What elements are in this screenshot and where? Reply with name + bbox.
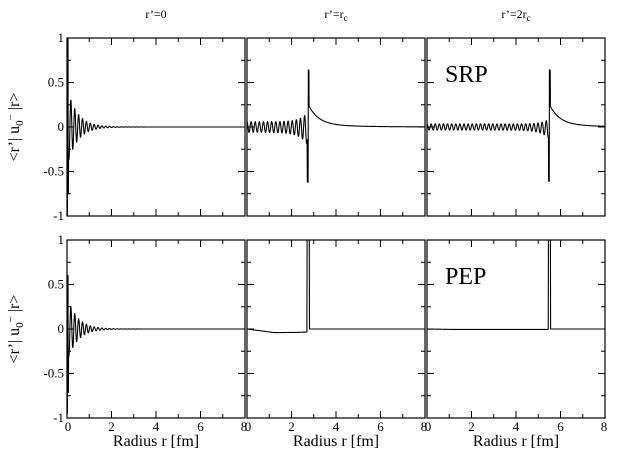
series-line bbox=[67, 38, 245, 216]
y-tick-label: 0.5 bbox=[48, 75, 64, 90]
column-title: r’=0 bbox=[145, 7, 166, 21]
y-tick-label: 0.5 bbox=[48, 277, 64, 292]
x-tick-label: 4 bbox=[153, 419, 160, 434]
y-axis-label: <r’| u0− |r> bbox=[5, 93, 26, 162]
x-tick-label: 6 bbox=[377, 419, 384, 434]
y-axis-label: <r’| u0− |r> bbox=[5, 295, 26, 364]
series-line bbox=[67, 275, 245, 415]
series-line bbox=[247, 69, 425, 183]
series-line bbox=[427, 69, 605, 182]
x-axis-label: Radius r [fm] bbox=[113, 433, 199, 450]
x-axis-label: Radius r [fm] bbox=[473, 433, 559, 450]
panel-r1-c2: 0 2 4 6 8 Radius r [fm] PEP bbox=[425, 239, 608, 450]
column-title: r’=2rc bbox=[501, 7, 530, 23]
x-tick-label: 6 bbox=[197, 419, 204, 434]
x-tick-label: 0 bbox=[425, 419, 432, 434]
y-tick-label: -0.5 bbox=[43, 164, 64, 179]
x-tick-label: 2 bbox=[468, 419, 475, 434]
panel-r0-c2: SRP bbox=[426, 37, 606, 217]
x-tick-label: 8 bbox=[241, 419, 248, 434]
panel-r0-c0: -1 -0.5 0 0.5 1 bbox=[43, 30, 246, 223]
x-tick-label: 6 bbox=[557, 419, 564, 434]
y-tick-label: -0.5 bbox=[43, 366, 64, 381]
x-tick-label: 4 bbox=[513, 419, 520, 434]
y-tick-label: 0 bbox=[58, 119, 65, 134]
panel-r1-c1: 0 2 4 6 8 Radius r [fm] bbox=[245, 239, 428, 450]
x-tick-label: 2 bbox=[108, 419, 115, 434]
x-tick-label: 8 bbox=[601, 419, 608, 434]
panel-r0-c1 bbox=[246, 37, 426, 217]
x-axis-label: Radius r [fm] bbox=[293, 433, 379, 450]
x-tick-label: 8 bbox=[421, 419, 428, 434]
y-tick-label: 0 bbox=[58, 321, 65, 336]
panel-tag: SRP bbox=[445, 62, 488, 88]
y-tick-label: -1 bbox=[53, 410, 64, 425]
y-tick-label: 1 bbox=[58, 232, 65, 247]
x-tick-label: 4 bbox=[333, 419, 340, 434]
series-line bbox=[427, 240, 605, 330]
x-tick-label: 2 bbox=[288, 419, 295, 434]
y-tick-label: -1 bbox=[53, 208, 64, 223]
x-tick-label: 0 bbox=[245, 419, 252, 434]
y-tick-label: 1 bbox=[58, 30, 65, 45]
x-tick-label: 0 bbox=[65, 419, 72, 434]
panel-r1-c0: 0 2 4 6 8 Radius r [fm] -1 -0.5 0 0.5 1 bbox=[43, 232, 247, 450]
panel-tag: PEP bbox=[445, 264, 486, 290]
series-line bbox=[247, 240, 425, 334]
column-title: r’=rc bbox=[324, 7, 347, 23]
